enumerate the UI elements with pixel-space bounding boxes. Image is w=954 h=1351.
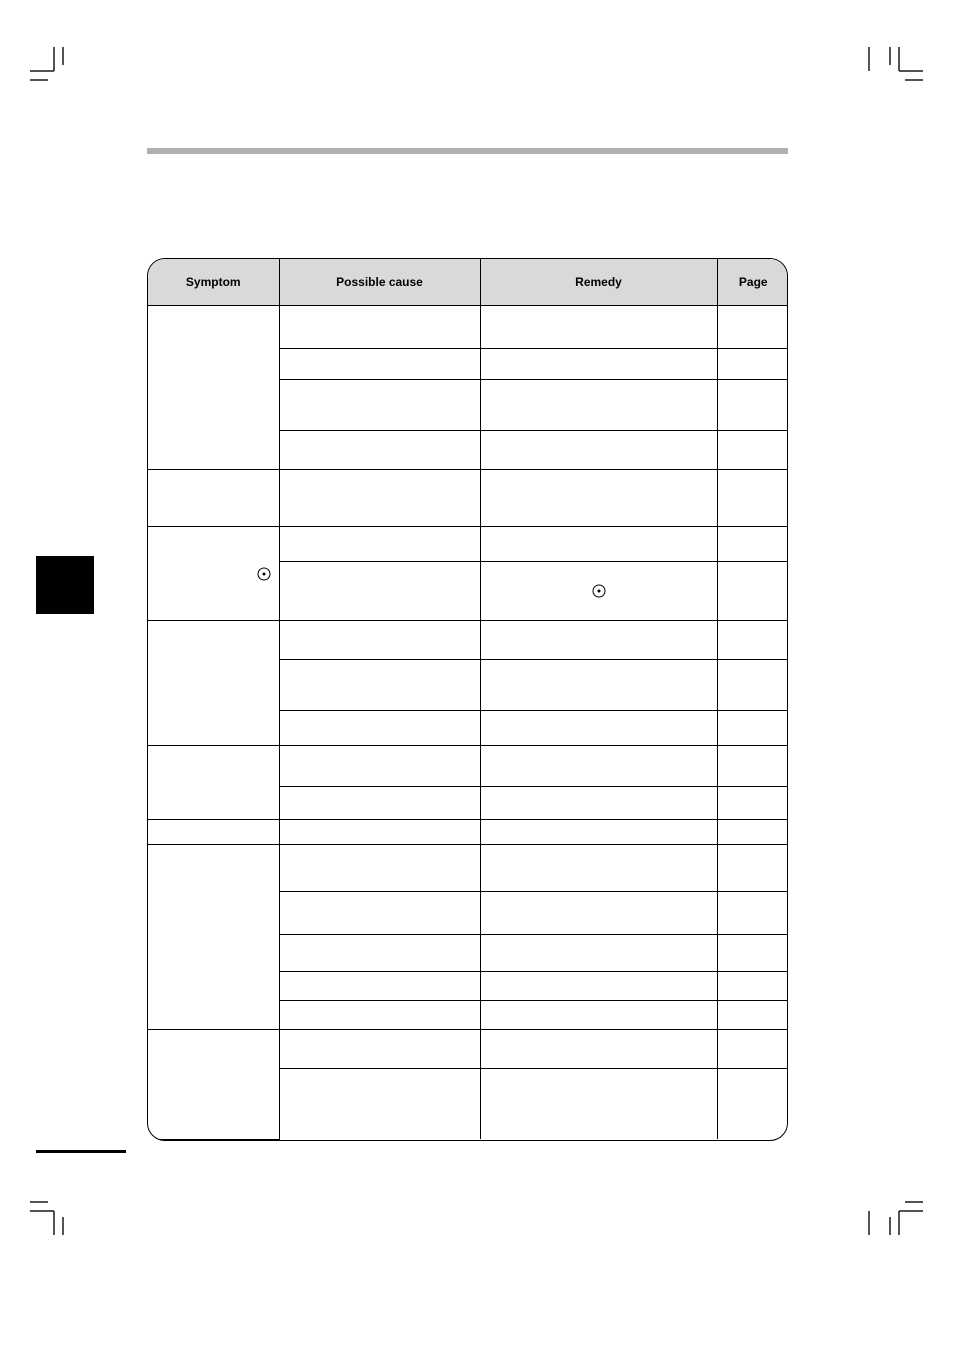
cell-page: [717, 380, 788, 431]
table-row: [148, 845, 788, 892]
cell-cause: [279, 972, 480, 1001]
cell-cause: [279, 1030, 480, 1069]
header-rule: [147, 148, 788, 154]
section-thumb-tab: [36, 556, 94, 614]
cell-cause: [279, 621, 480, 660]
cell-page: [717, 562, 788, 621]
col-symptom: Symptom: [148, 259, 279, 306]
cell-cause: [279, 349, 480, 380]
cell-symptom: [148, 306, 279, 470]
cell-remedy: [480, 711, 717, 746]
crop-mark-bottom-right: [853, 1195, 923, 1235]
cell-cause: [279, 820, 480, 845]
settings-icon: [592, 584, 606, 598]
cell-cause: [279, 845, 480, 892]
cell-cause: [279, 660, 480, 711]
cell-remedy: [480, 892, 717, 935]
cell-remedy: [480, 660, 717, 711]
table-row: [148, 621, 788, 660]
cell-symptom: [148, 1030, 279, 1140]
cell-cause: [279, 1001, 480, 1030]
table-row: [148, 527, 788, 562]
cell-page: [717, 972, 788, 1001]
cell-cause: [279, 562, 480, 621]
cell-remedy: [480, 820, 717, 845]
cell-cause: [279, 711, 480, 746]
cell-page: [717, 527, 788, 562]
table-row: [148, 820, 788, 845]
cell-cause: [279, 527, 480, 562]
cell-page: [717, 1069, 788, 1140]
table-row: [148, 470, 788, 527]
cell-cause: [279, 892, 480, 935]
cell-page: [717, 621, 788, 660]
cell-symptom: [148, 470, 279, 527]
cell-remedy: [480, 431, 717, 470]
cell-symptom: [148, 820, 279, 845]
cell-page: [717, 431, 788, 470]
cell-page: [717, 1030, 788, 1069]
cell-cause: [279, 1069, 480, 1140]
cell-remedy: [480, 1069, 717, 1140]
cell-cause: [279, 787, 480, 820]
cell-remedy: [480, 527, 717, 562]
cell-symptom: [148, 845, 279, 1030]
power-icon: [257, 567, 271, 581]
table-row: [148, 1030, 788, 1069]
table-row: [148, 746, 788, 787]
crop-mark-top-left: [30, 47, 70, 87]
cell-cause: [279, 746, 480, 787]
cell-cause: [279, 431, 480, 470]
cell-remedy: [480, 562, 717, 621]
cell-page: [717, 845, 788, 892]
cell-cause: [279, 380, 480, 431]
cell-remedy: [480, 935, 717, 972]
cell-symptom: [148, 746, 279, 820]
cell-remedy: [480, 845, 717, 892]
cell-page: [717, 820, 788, 845]
cell-remedy: [480, 349, 717, 380]
col-page: Page: [717, 259, 788, 306]
cell-remedy: [480, 1001, 717, 1030]
table-header-row: Symptom Possible cause Remedy Page: [148, 259, 788, 306]
table-row: [148, 306, 788, 349]
col-remedy: Remedy: [480, 259, 717, 306]
crop-mark-bottom-left: [30, 1195, 70, 1235]
col-cause: Possible cause: [279, 259, 480, 306]
cell-page: [717, 746, 788, 787]
cell-symptom: [148, 621, 279, 746]
cell-page: [717, 306, 788, 349]
cell-remedy: [480, 787, 717, 820]
cell-remedy: [480, 470, 717, 527]
cell-remedy: [480, 380, 717, 431]
cell-page: [717, 1001, 788, 1030]
cell-cause: [279, 935, 480, 972]
cell-remedy: [480, 1030, 717, 1069]
cell-page: [717, 935, 788, 972]
cell-symptom: [148, 527, 279, 621]
troubleshooting-table: Symptom Possible cause Remedy Page: [147, 258, 788, 1141]
cell-page: [717, 787, 788, 820]
cell-remedy: [480, 972, 717, 1001]
cell-page: [717, 892, 788, 935]
cell-page: [717, 349, 788, 380]
cell-remedy: [480, 621, 717, 660]
cell-page: [717, 470, 788, 527]
cell-remedy: [480, 746, 717, 787]
crop-mark-top-right: [853, 47, 923, 87]
cell-cause: [279, 306, 480, 349]
page-number-underline: [36, 1150, 126, 1153]
cell-page: [717, 711, 788, 746]
cell-page: [717, 660, 788, 711]
cell-remedy: [480, 306, 717, 349]
cell-cause: [279, 470, 480, 527]
